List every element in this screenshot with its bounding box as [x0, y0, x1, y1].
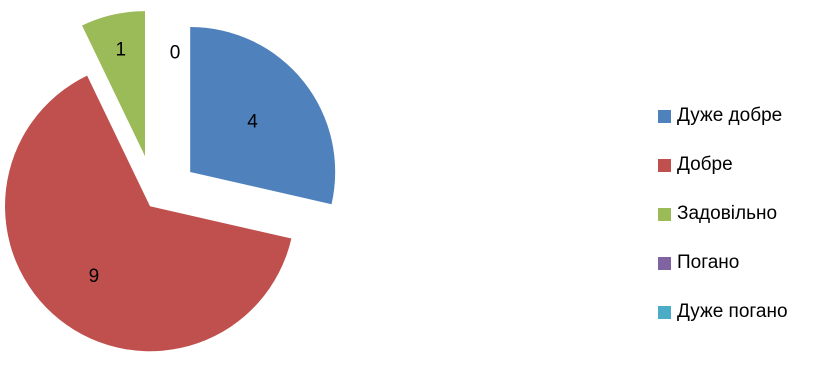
legend-label: Погано: [677, 252, 740, 273]
legend-swatch: [658, 305, 671, 319]
legend-item-dobre: Добре: [658, 153, 788, 177]
legend: Дуже добре Добре Задовільно Погано Дуже …: [658, 104, 788, 349]
legend-label: Задовільно: [677, 203, 778, 224]
legend-swatch: [658, 109, 671, 123]
legend-item-duzhe-dobre: Дуже добре: [658, 104, 788, 128]
pie-data-label-1: 4: [247, 112, 258, 133]
pie-slice-3: [82, 11, 145, 157]
pie-data-label-3: 1: [115, 40, 126, 61]
pie-slices: [5, 11, 336, 352]
pie-slice-2: [5, 75, 292, 352]
legend-swatch: [658, 158, 671, 172]
legend-label: Дуже добре: [677, 105, 783, 126]
pie-data-label-4: 0: [170, 43, 181, 64]
pie-data-label-2: 9: [89, 266, 100, 287]
pie-slice-1: [190, 26, 336, 205]
legend-swatch: [658, 256, 671, 270]
legend-label: Добре: [677, 154, 733, 175]
legend-label: Дуже погано: [677, 301, 788, 322]
pie-data-labels: 4 9 1 0: [89, 40, 259, 287]
legend-item-duzhe-pogano: Дуже погано: [658, 300, 788, 324]
legend-swatch: [658, 207, 671, 221]
legend-item-pogano: Погано: [658, 251, 788, 275]
legend-item-zadovilno: Задовільно: [658, 202, 788, 226]
